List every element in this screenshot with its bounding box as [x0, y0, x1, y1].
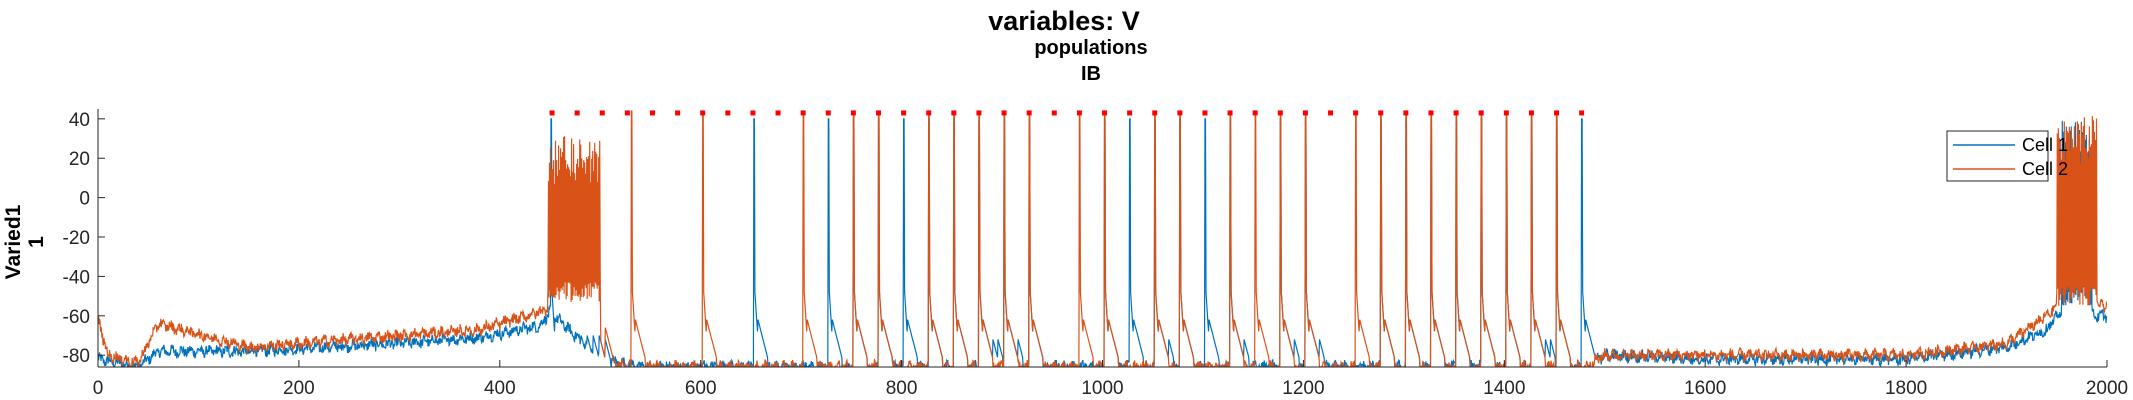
x-tick-label: 0 — [93, 378, 104, 399]
spike-marker — [1478, 110, 1484, 116]
x-tick-label: 400 — [484, 378, 516, 399]
spike-marker — [1026, 110, 1032, 116]
series-line-2 — [98, 110, 2107, 367]
traces — [98, 110, 2107, 367]
spike-marker — [901, 110, 907, 116]
chart-subtitle-line-1: populations — [1034, 37, 1147, 59]
spike-marker — [1152, 110, 1158, 116]
spike-marker — [775, 110, 781, 116]
spike-marker — [1328, 110, 1334, 116]
legend-box — [1946, 130, 2049, 182]
x-tick-label: 1000 — [1081, 378, 1123, 399]
spike-marker — [951, 110, 957, 116]
spike-marker — [1503, 110, 1509, 116]
spike-marker — [675, 110, 681, 116]
spike-marker — [574, 110, 580, 116]
spike-marker — [1001, 110, 1007, 116]
spike-marker — [599, 110, 605, 116]
x-tick-label: 200 — [283, 378, 315, 399]
spike-marker — [1227, 110, 1233, 116]
legend: Cell 1 Cell 2 — [1946, 130, 2068, 182]
y-tick-label: 40 — [69, 110, 90, 131]
spike-marker — [1102, 110, 1108, 116]
x-tick-label: 800 — [886, 378, 918, 399]
spike-marker — [1252, 110, 1258, 116]
x-tick-label: 600 — [685, 378, 717, 399]
spike-marker — [1403, 110, 1409, 116]
legend-label-cell-1: Cell 1 — [2022, 135, 2068, 155]
spike-marker — [1353, 110, 1359, 116]
chart-title: variables: V — [988, 6, 1140, 36]
spike-marker — [926, 110, 932, 116]
y-tick-label: -60 — [63, 307, 90, 328]
spike-marker — [624, 110, 630, 116]
legend-label-cell-2: Cell 2 — [2022, 159, 2068, 179]
x-tick-label: 2000 — [2086, 378, 2128, 399]
spike-marker — [1051, 110, 1057, 116]
y-axis-label-line-1: Varied1 — [2, 204, 25, 279]
y-axis-label-line-2: 1 — [25, 236, 48, 248]
y-tick-label: -40 — [63, 267, 90, 288]
spike-marker — [1076, 110, 1082, 116]
spike-marker — [1302, 110, 1308, 116]
x-tick-label: 1600 — [1684, 378, 1726, 399]
x-tick-label: 1800 — [1885, 378, 1927, 399]
y-tick-label: -20 — [63, 228, 90, 249]
spike-marker — [800, 110, 806, 116]
spike-marker — [1202, 110, 1208, 116]
chart-subtitle-line-2: IB — [1081, 63, 1101, 85]
plot-area — [98, 110, 2107, 367]
spike-marker — [1177, 110, 1183, 116]
spike-marker — [1127, 110, 1133, 116]
spike-marker — [649, 110, 655, 116]
spike-marker — [875, 110, 881, 116]
spike-marker — [1554, 110, 1560, 116]
spike-marker — [549, 110, 555, 116]
x-tick-label: 1400 — [1483, 378, 1525, 399]
y-tick-label: 0 — [79, 189, 90, 210]
spike-marker — [850, 110, 856, 116]
spike-marker — [825, 110, 831, 116]
spike-marker — [1528, 110, 1534, 116]
x-tick-label: 1200 — [1282, 378, 1324, 399]
spike-marker — [725, 110, 731, 116]
spike-marker — [1277, 110, 1283, 116]
spike-marker — [700, 110, 706, 116]
spike-marker — [1579, 110, 1585, 116]
spike-marker — [1428, 110, 1434, 116]
spike-marker — [750, 110, 756, 116]
spike-marker — [1378, 110, 1384, 116]
spike-marker — [976, 110, 982, 116]
spike-markers — [549, 110, 1585, 116]
y-tick-label: 20 — [69, 149, 90, 170]
series-line-1 — [98, 118, 2107, 367]
spike-marker — [1453, 110, 1459, 116]
y-tick-label: -80 — [63, 346, 90, 367]
axes: 0 200 400 600 800 1000 1200 1400 1600 1800 2000-80… — [63, 109, 2128, 399]
y-axis-label: Varied1 1 — [2, 204, 48, 279]
